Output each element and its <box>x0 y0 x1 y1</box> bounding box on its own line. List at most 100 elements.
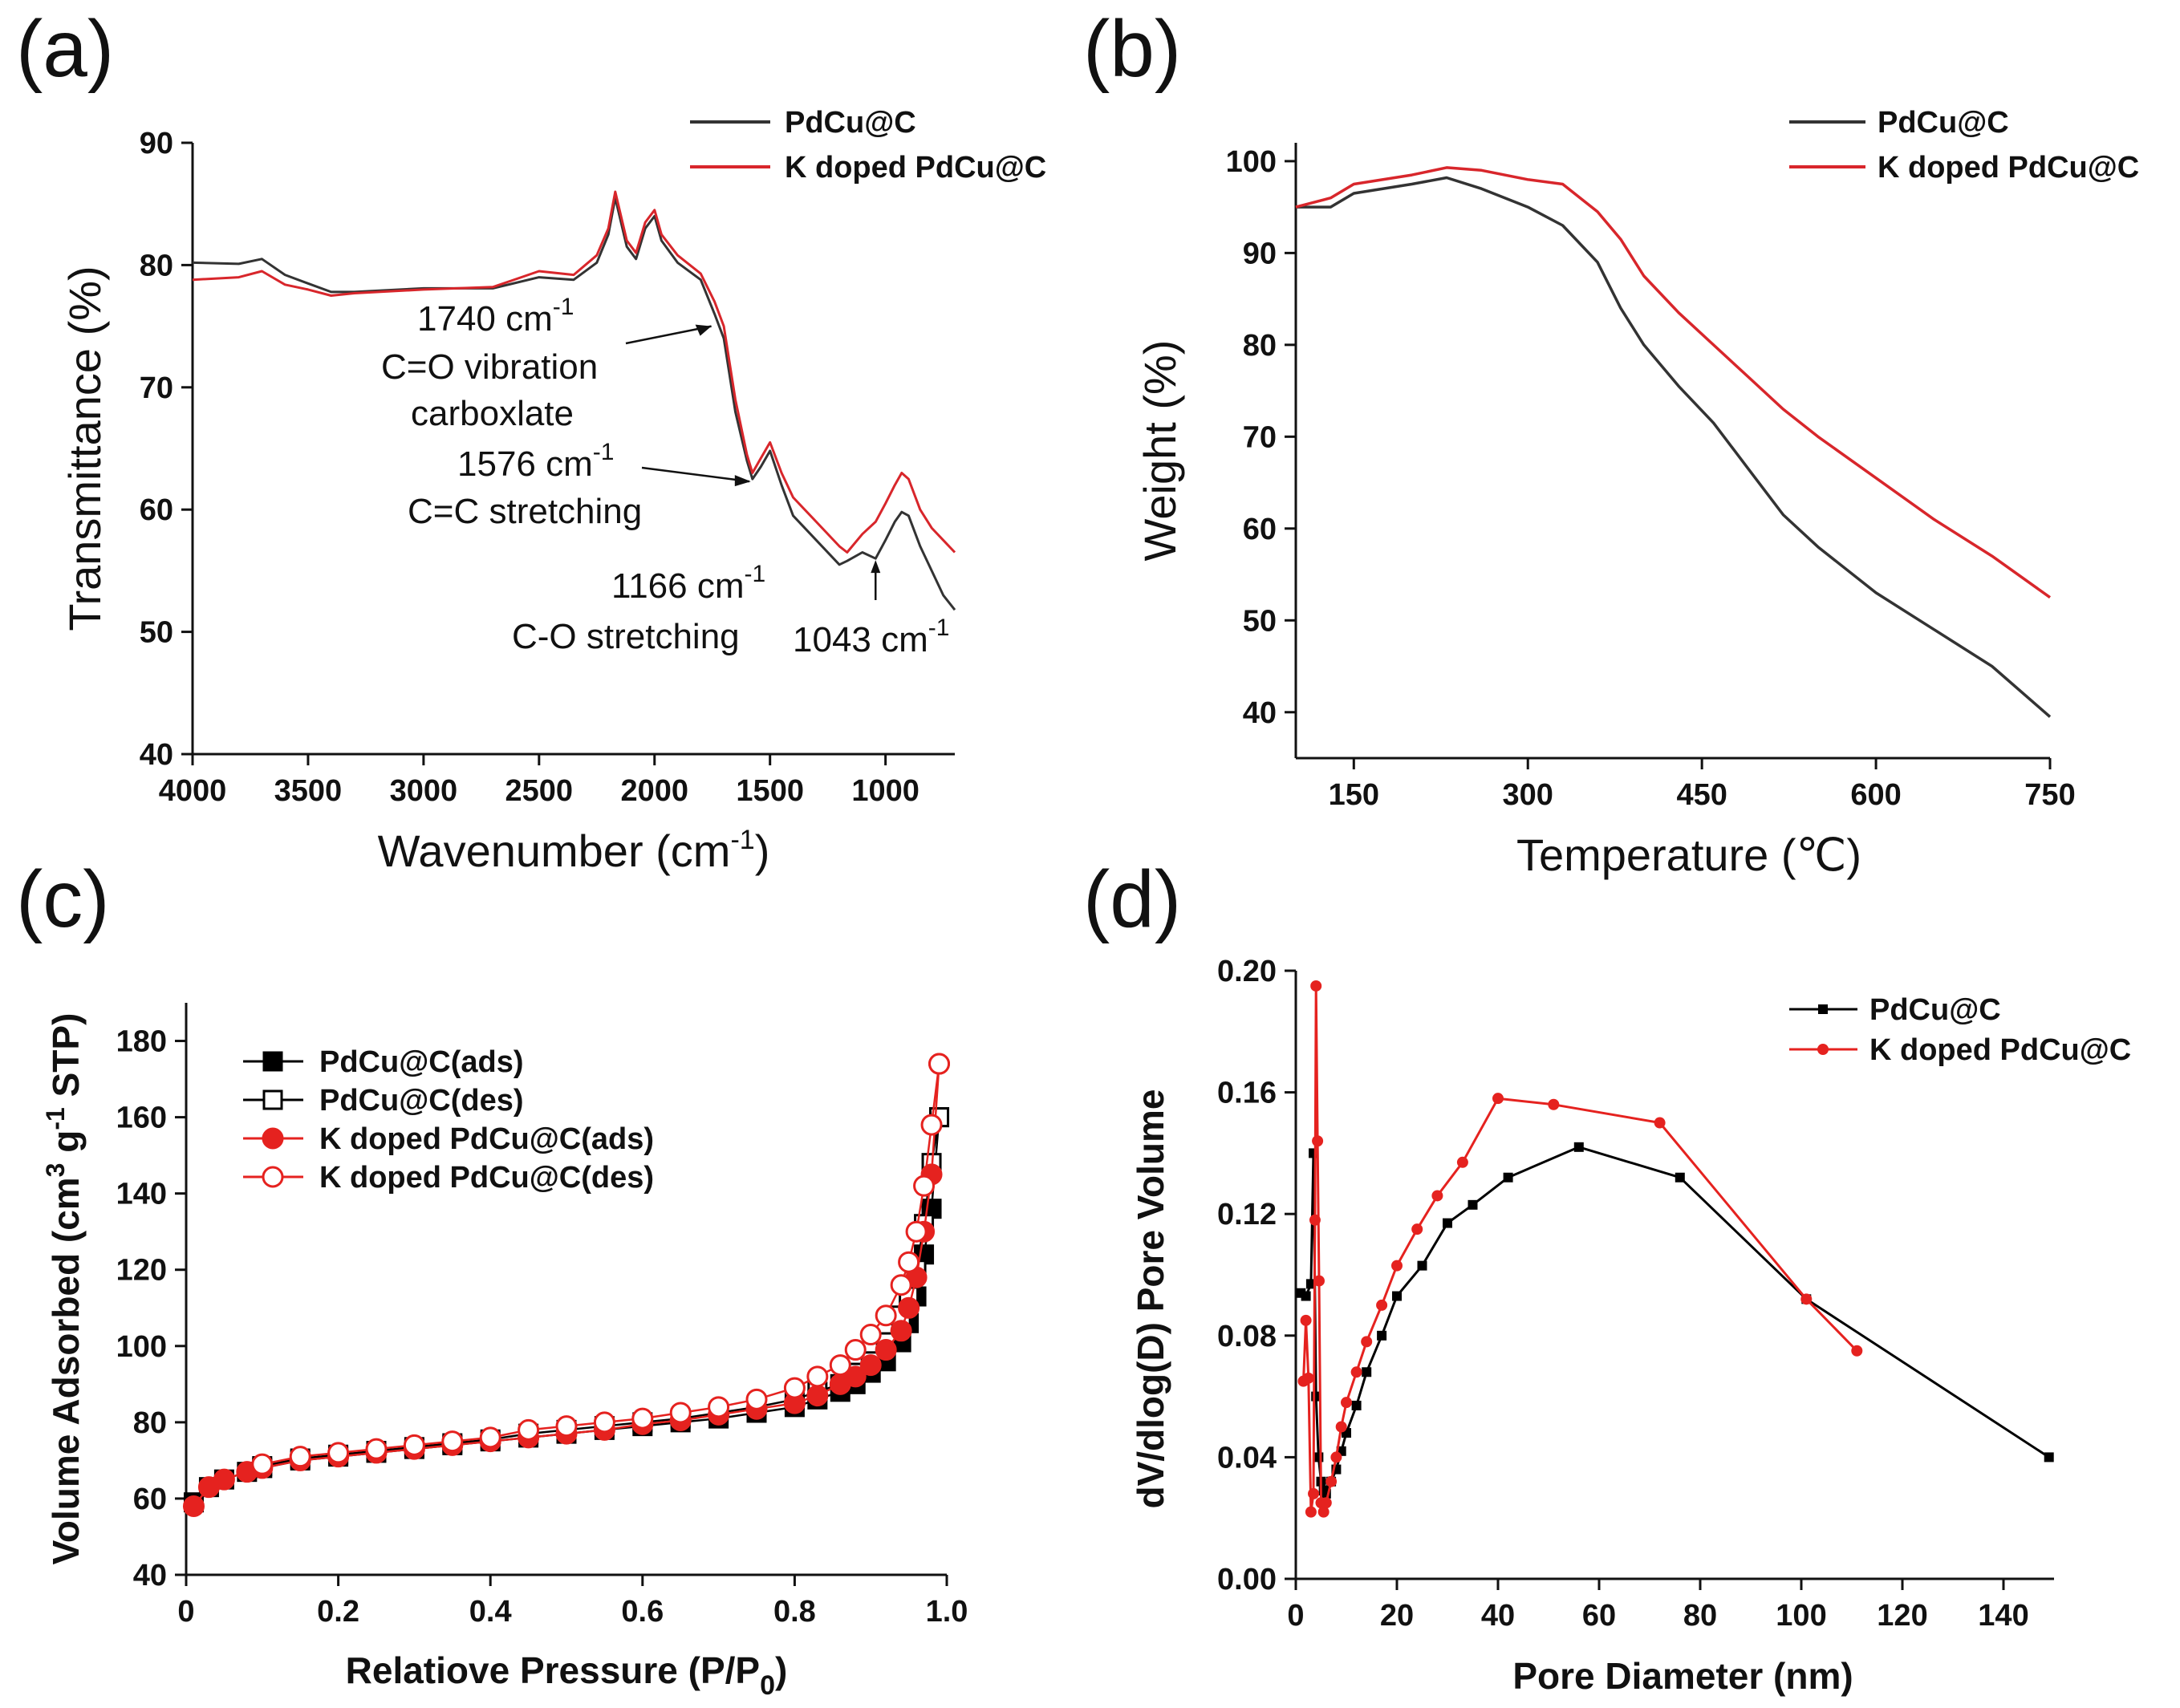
y-tick-label: 70 <box>1243 420 1277 454</box>
data-point <box>518 1418 540 1441</box>
data-point <box>213 1468 235 1491</box>
legend: PdCu@C K doped PdCu@C <box>1789 993 2131 1067</box>
panel-label: (a) <box>16 4 114 94</box>
y-axis-title: dV/dlog(D) Pore Volume <box>1130 1089 1171 1508</box>
y-tick-label: 0.20 <box>1217 955 1277 988</box>
data-point <box>251 1453 274 1475</box>
data-point <box>1351 1400 1362 1410</box>
series-line-pdcu <box>1296 176 2052 718</box>
data-point <box>1456 1156 1468 1168</box>
data-point <box>1302 1372 1314 1384</box>
data-point <box>2044 1452 2054 1463</box>
x-tick-label: 600 <box>1850 778 1901 812</box>
data-point <box>593 1411 615 1434</box>
x-tick-label: 4000 <box>159 774 227 808</box>
y-axis-title: Transmittance (%) <box>59 266 110 631</box>
y-axis-title-sup: 3 <box>41 1163 70 1178</box>
x-axis-title: Relatiove Pressure (P/P0) <box>346 1649 788 1701</box>
legend-label: PdCu@C <box>1878 106 2009 140</box>
panel-d: 0 20 40 60 80 100 120 140 0.00 0.04 0.08 0.12 0.16 0.… <box>1083 854 2131 1697</box>
legend-label: PdCu@C <box>1869 993 2001 1027</box>
data-point <box>669 1402 692 1424</box>
legend-label: K doped PdCu@C <box>785 151 1046 185</box>
annotation-1576-label: C=C stretching <box>408 492 642 531</box>
data-point <box>1431 1190 1443 1202</box>
data-point <box>844 1365 867 1388</box>
data-point <box>1317 1506 1330 1518</box>
data-point <box>890 1320 912 1342</box>
data-point <box>1851 1345 1863 1357</box>
data-point <box>1391 1260 1403 1272</box>
x-tick-label: 1.0 <box>926 1595 968 1629</box>
x-tick-label: 0 <box>177 1595 194 1629</box>
data-point <box>859 1354 882 1377</box>
x-tick-label: 0.8 <box>773 1595 816 1629</box>
y-axis-title-tail: STP) <box>45 1013 87 1108</box>
data-point <box>1411 1223 1423 1235</box>
y-tick-label: 80 <box>1243 329 1277 363</box>
y-tick-label: 180 <box>116 1025 167 1059</box>
annotation-main: 1166 cm <box>611 566 745 606</box>
data-point <box>1350 1366 1362 1378</box>
annotation-1043-wavenumber: 1043 cm-1 <box>793 615 949 659</box>
data-point <box>1548 1098 1560 1110</box>
data-point <box>1335 1421 1347 1433</box>
y-tick-label: 120 <box>116 1254 167 1288</box>
data-point <box>631 1407 654 1430</box>
y-tick-label: 0.08 <box>1217 1320 1277 1353</box>
annotation-1576-wavenumber: 1576 cm-1 <box>457 439 614 484</box>
x-tick-label: 3000 <box>390 774 458 808</box>
y-tick-label: 100 <box>116 1330 167 1364</box>
series-line <box>1300 1146 2050 1495</box>
x-tick-label: 140 <box>1978 1599 2028 1633</box>
x-tick-label: 100 <box>1776 1599 1826 1633</box>
y-axis-title: Weight (%) <box>1135 340 1185 562</box>
data-point <box>1377 1330 1387 1341</box>
y-tick-label: 80 <box>133 1406 167 1440</box>
annotation-1740-wavenumber: 1740 cm-1 <box>417 294 574 339</box>
x-axis-title: Wavenumber (cm-1) <box>378 825 770 876</box>
data-point <box>289 1446 311 1468</box>
legend-label: K doped PdCu@C <box>1869 1033 2131 1067</box>
data-point <box>1312 1135 1324 1147</box>
annotation-arrow <box>641 466 749 483</box>
annotation-sup: -1 <box>593 439 615 465</box>
annotation-arrow <box>625 325 712 345</box>
y-tick-label: 90 <box>140 127 173 160</box>
data-point <box>745 1388 768 1410</box>
annotation-sup: -1 <box>745 561 766 587</box>
x-axis-title-tail: ) <box>755 826 770 876</box>
legend-swatch-marker <box>262 1089 283 1110</box>
y-axis-title-sup: -1 <box>41 1107 70 1130</box>
legend-swatch-marker <box>1817 1044 1829 1055</box>
y-axis-title-main: Volume Adsorbed (cm <box>45 1177 87 1564</box>
data-point <box>1573 1142 1584 1152</box>
x-axis-title-tail: ) <box>775 1649 787 1691</box>
data-point <box>1417 1260 1427 1271</box>
y-tick-label: 50 <box>1243 604 1277 638</box>
data-point <box>1325 1475 1338 1487</box>
data-point <box>1341 1397 1352 1409</box>
data-point <box>1310 980 1322 992</box>
data-point <box>913 1175 936 1197</box>
legend-label: PdCu@C(des) <box>319 1084 524 1118</box>
data-point <box>1503 1172 1513 1183</box>
y-tick-label: 90 <box>1243 237 1277 270</box>
x-tick-label: 300 <box>1503 778 1553 812</box>
legend-swatch-marker <box>262 1051 283 1072</box>
data-point <box>829 1354 851 1377</box>
data-point <box>1300 1314 1312 1326</box>
x-tick-label: 0.4 <box>469 1595 512 1629</box>
data-point <box>905 1220 928 1243</box>
y-axis-title: Volume Adsorbed (cm3 g-1 STP) <box>41 1013 87 1565</box>
y-tick-label: 80 <box>140 249 173 282</box>
y-tick-label: 100 <box>1226 145 1277 179</box>
legend-label: K doped PdCu@C <box>1878 151 2139 185</box>
panel-c: 0 0.2 0.4 0.6 0.8 1.0 40 60 80 100 120 140 160 180 (c)… <box>16 854 968 1701</box>
series-pdcu <box>1296 1142 2054 1499</box>
y-tick-label: 40 <box>1243 696 1277 730</box>
data-point <box>1361 1336 1373 1348</box>
x-axis-title: Temperature (℃) <box>1516 830 1861 880</box>
data-point <box>1313 1275 1325 1287</box>
